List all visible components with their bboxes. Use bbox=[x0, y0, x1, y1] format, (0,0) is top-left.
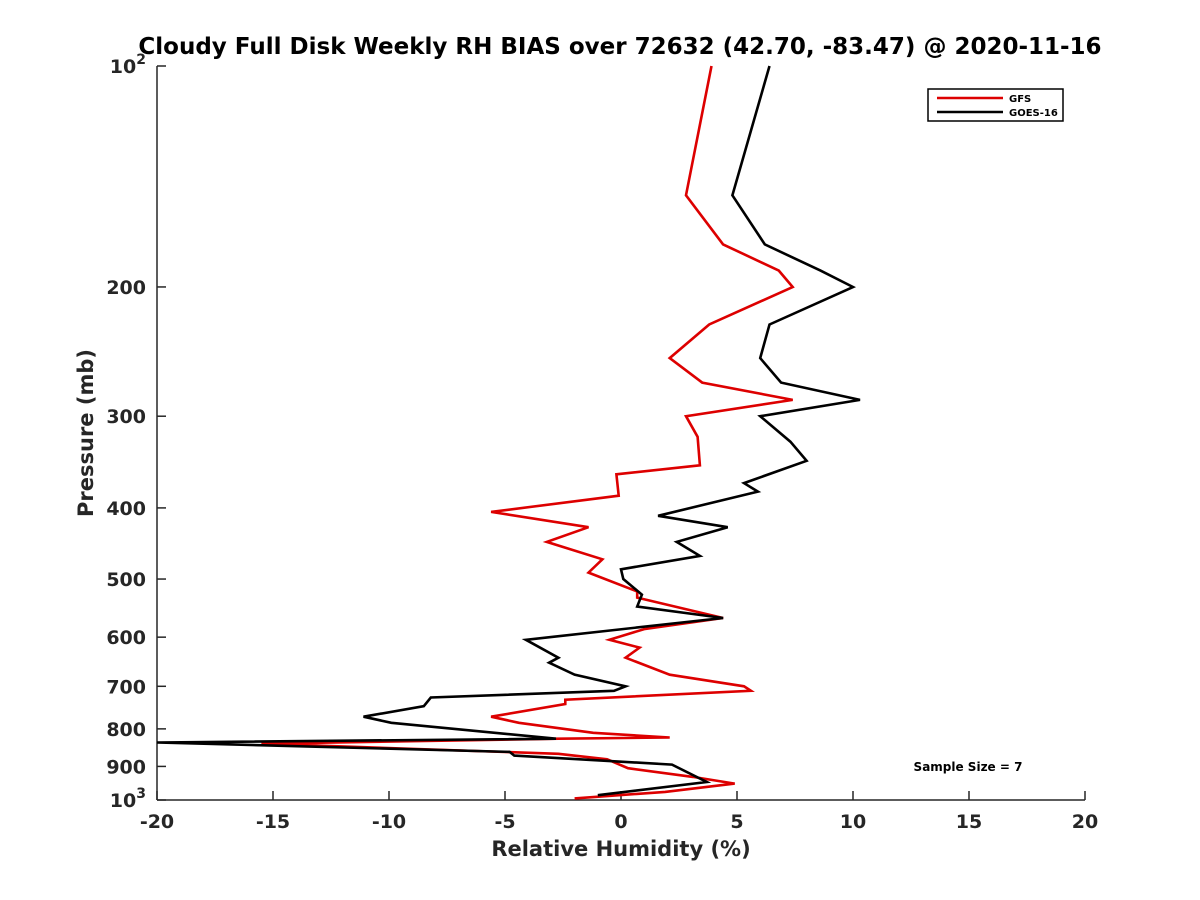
legend-entry-goes-16: GOES-16 bbox=[1009, 108, 1058, 119]
y-tick-label: 900 bbox=[106, 756, 146, 778]
y-axis-ticks: 102 200 300 400 500 600 700 800 900 103 bbox=[106, 52, 166, 812]
legend: GFS GOES-16 bbox=[927, 88, 1064, 122]
legend-entry-gfs: GFS bbox=[1009, 94, 1031, 105]
y-tick-label: 500 bbox=[106, 569, 146, 591]
sample-size-annotation: Sample Size = 7 bbox=[914, 760, 1023, 774]
x-tick-label: -20 bbox=[140, 811, 174, 833]
x-axis-label: Relative Humidity (%) bbox=[491, 837, 750, 861]
series-line-goes-16 bbox=[156, 65, 861, 797]
y-tick-label: 103 bbox=[110, 786, 146, 812]
y-tick-label: 400 bbox=[106, 498, 146, 520]
plot-area: -20 -15 -10 -5 0 5 10 15 20 102 200 300 400 500 600 70… bbox=[106, 52, 1098, 833]
series-layer bbox=[156, 65, 861, 800]
x-tick-label: -5 bbox=[494, 811, 515, 833]
y-tick-label: 600 bbox=[106, 627, 146, 649]
y-tick-label: 300 bbox=[106, 406, 146, 428]
x-tick-label: 5 bbox=[730, 811, 743, 833]
x-tick-label: -15 bbox=[256, 811, 290, 833]
y-tick-label: 800 bbox=[106, 719, 146, 741]
legend-box bbox=[927, 88, 1064, 122]
y-tick-label: 200 bbox=[106, 277, 146, 299]
x-tick-label: 10 bbox=[840, 811, 866, 833]
chart-title: Cloudy Full Disk Weekly RH BIAS over 726… bbox=[138, 34, 1101, 60]
y-tick-label: 700 bbox=[106, 676, 146, 698]
x-tick-label: -10 bbox=[372, 811, 406, 833]
x-tick-label: 15 bbox=[956, 811, 982, 833]
x-axis-ticks: -20 -15 -10 -5 0 5 10 15 20 bbox=[140, 791, 1098, 833]
x-tick-label: 0 bbox=[614, 811, 627, 833]
y-tick-label: 102 bbox=[110, 52, 146, 78]
x-tick-label: 20 bbox=[1072, 811, 1098, 833]
y-axis-label: Pressure (mb) bbox=[74, 349, 98, 517]
series-line-gfs bbox=[261, 65, 795, 800]
